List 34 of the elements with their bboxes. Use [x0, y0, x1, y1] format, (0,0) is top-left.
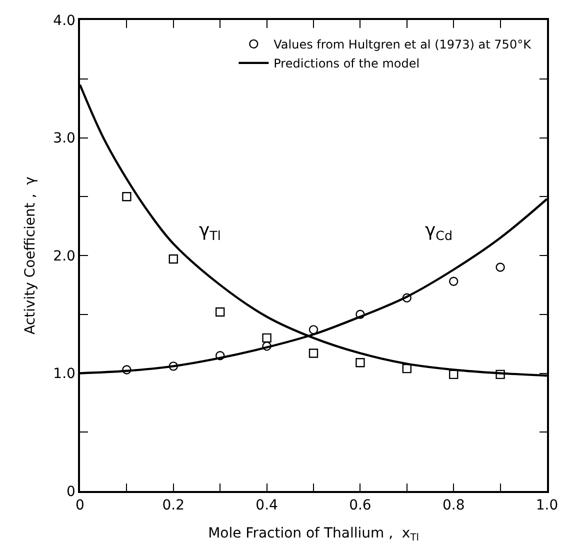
point [262, 333, 272, 343]
point [356, 358, 365, 368]
point [262, 342, 272, 351]
point [122, 192, 132, 202]
y-tick-label: 0 [66, 484, 76, 500]
point [168, 362, 178, 371]
x-tick-label: 0.6 [349, 498, 372, 514]
point [216, 350, 225, 360]
annotation: γ$_{Tl}$ [199, 220, 221, 243]
x-tick-label: 0.8 [442, 498, 465, 514]
point [402, 293, 412, 302]
y-tick-label: 2.0 [53, 248, 76, 264]
point [308, 325, 318, 334]
point [308, 348, 318, 358]
x-axis-title: Mole Fraction of Thallium , x$_{Tl}$ [208, 525, 419, 544]
point [449, 276, 458, 286]
x-tick-label: 0.2 [162, 498, 185, 514]
y-tick-label: 4.0 [53, 12, 76, 29]
point [402, 364, 412, 374]
point [122, 365, 132, 374]
point [168, 254, 178, 264]
y-tick-label: 3.0 [53, 130, 76, 147]
y-tick-label: 1.0 [53, 366, 76, 382]
point [496, 262, 505, 272]
annotation: γ$_{Cd}$ [425, 220, 452, 243]
x-tick-label: 0.4 [256, 498, 278, 514]
legend-label: Values from Hultgren et al (1973) at 750°K [274, 38, 532, 52]
legend-label: Predictions of the model [274, 56, 420, 71]
y-axis-title: Activity Coefficient , γ [22, 176, 38, 334]
point [496, 370, 505, 380]
point [356, 310, 365, 319]
point [449, 370, 458, 380]
x-tick-label: 1.0 [536, 498, 558, 514]
point [216, 307, 225, 317]
